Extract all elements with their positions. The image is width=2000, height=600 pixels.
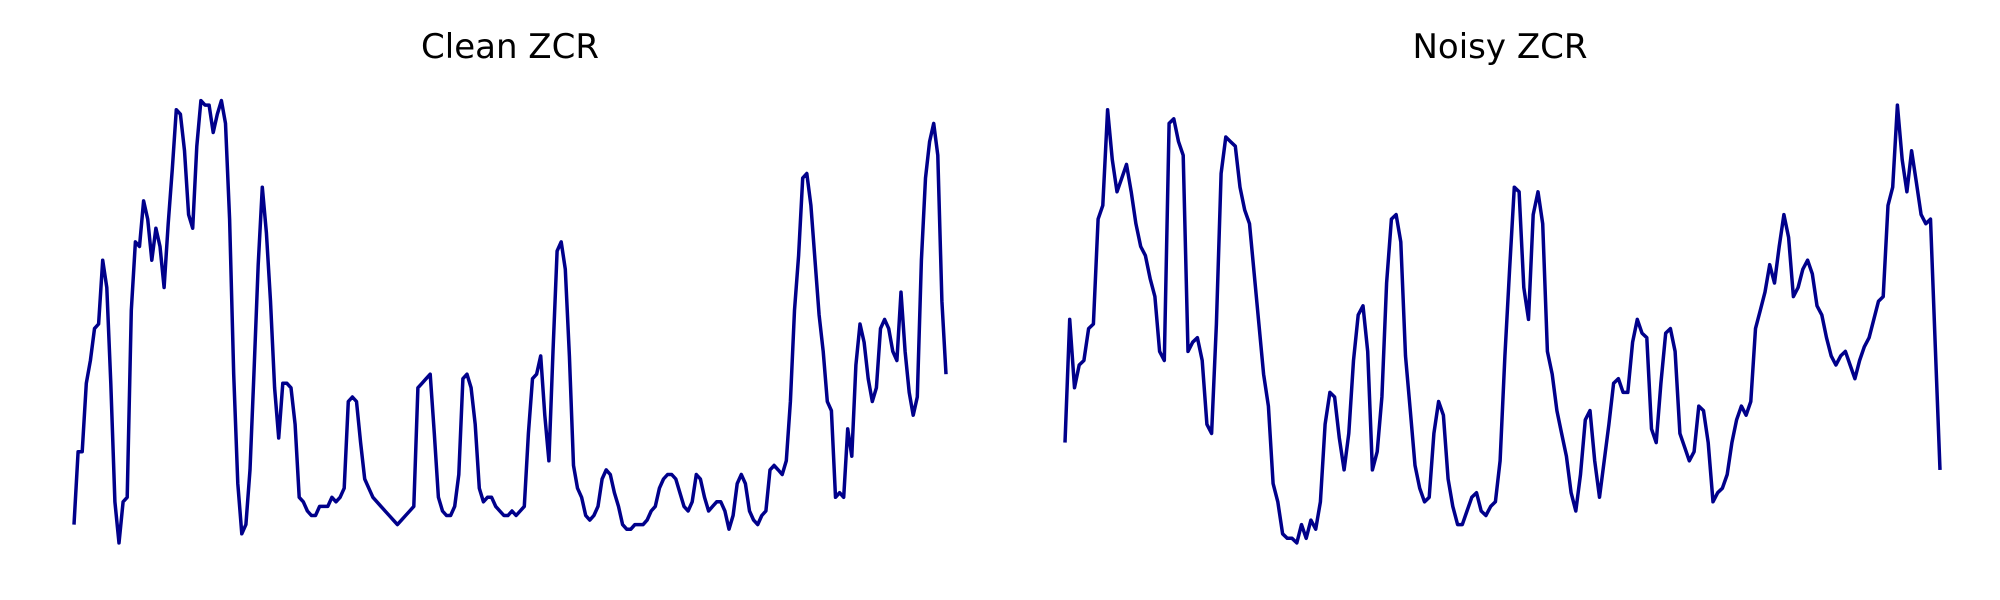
chart-title-clean: Clean ZCR	[421, 27, 599, 67]
series-line-noisy	[1063, 103, 1942, 545]
chart-title-noisy: Noisy ZCR	[1413, 27, 1588, 67]
series-line-clean	[72, 98, 948, 545]
chart-clean-zcr: Clean ZCR	[72, 27, 948, 545]
chart-noisy-zcr: Noisy ZCR	[1063, 27, 1942, 545]
